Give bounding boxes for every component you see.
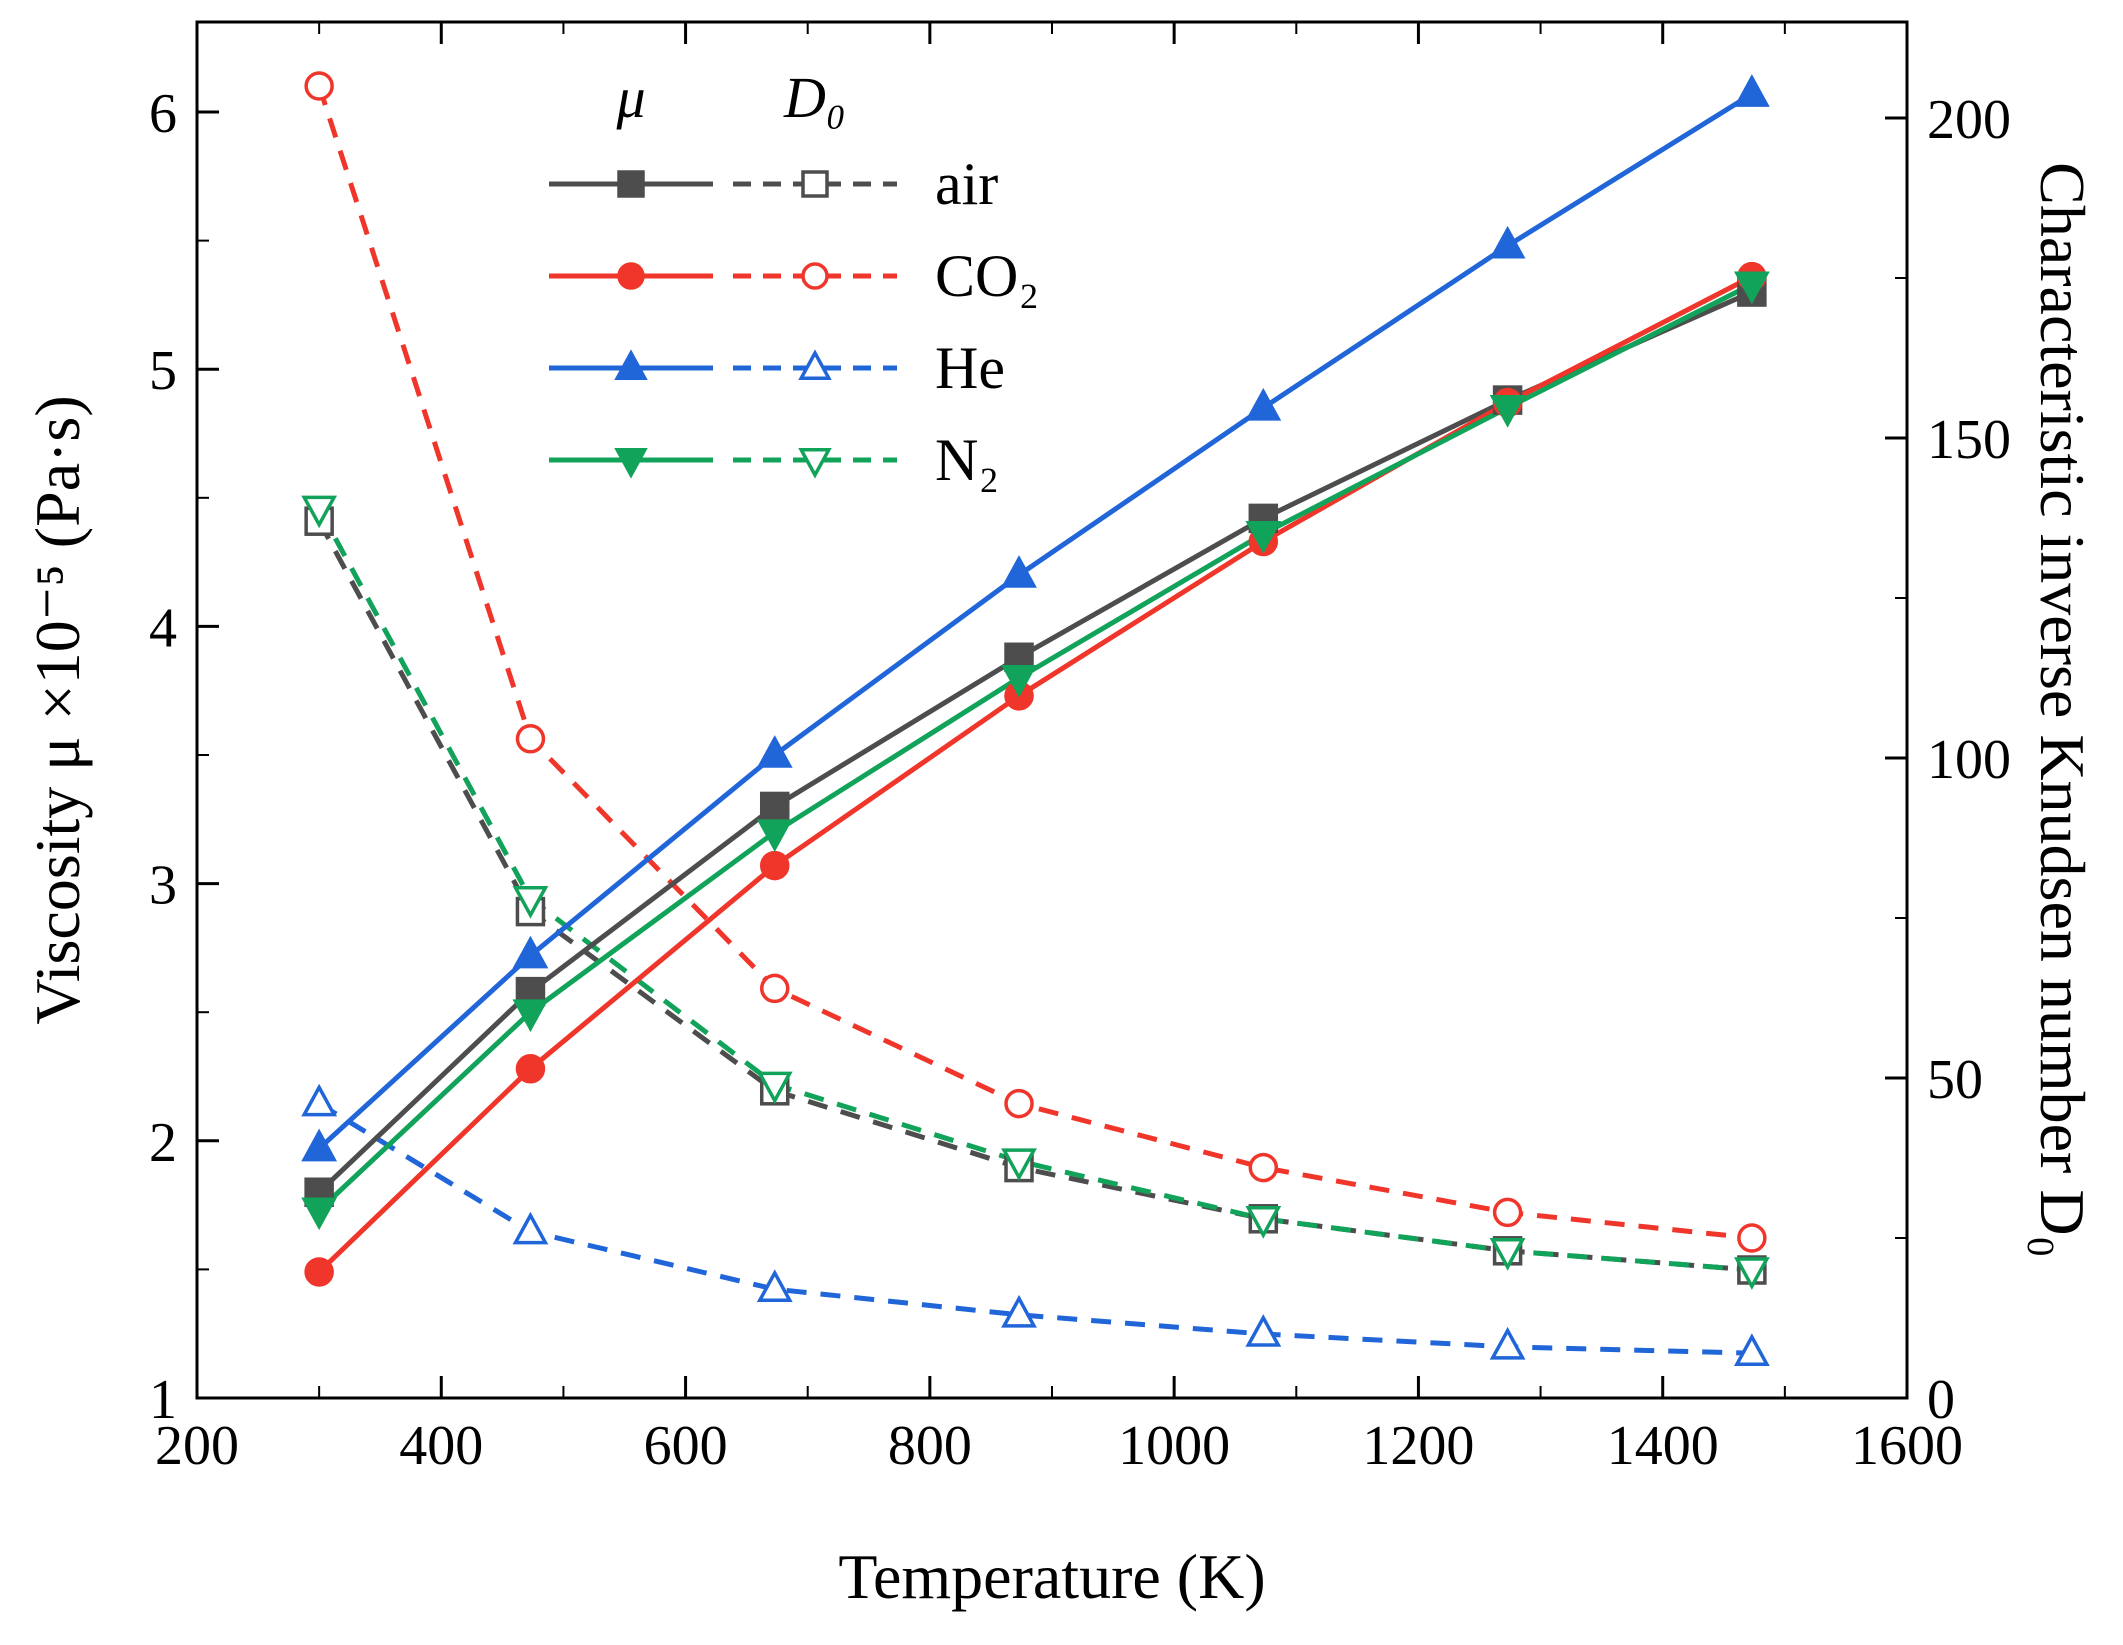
- marker-CO2-d0: [515, 724, 546, 754]
- marker-N2-mu: [756, 819, 793, 853]
- marker-He-mu: [1001, 555, 1037, 588]
- marker-He-mu: [1733, 74, 1770, 107]
- marker-N2-d0: [1245, 1206, 1282, 1239]
- marker-N2-mu: [1733, 271, 1770, 305]
- legend-d0-marker-air: [801, 170, 829, 198]
- marker-CO2-d0: [1004, 1088, 1034, 1119]
- y-right-tick-label: 0: [1927, 1369, 1955, 1431]
- marker-N2-d0: [301, 495, 338, 529]
- marker-N2-mu: [512, 999, 549, 1033]
- marker-N2-d0: [512, 886, 549, 919]
- x-tick-label: 600: [644, 1415, 728, 1477]
- y-left-axis-title: Viscosity μ ×10⁻⁵ (Pa·s): [22, 395, 93, 1025]
- legend-label-He: He: [935, 335, 1005, 401]
- x-tick-label: 800: [888, 1415, 972, 1477]
- legend-mu-marker-air: [617, 170, 645, 198]
- legend-row-CO2: CO₂: [545, 230, 1039, 322]
- y-right-tick-label: 200: [1927, 89, 2011, 151]
- marker-N2-d0: [756, 1071, 793, 1105]
- y-left-tick-label: 2: [149, 1112, 177, 1174]
- x-axis-title: Temperature (K): [838, 1541, 1266, 1612]
- marker-N2-mu: [1489, 394, 1526, 428]
- legend-sample-N2: [549, 448, 897, 479]
- legend-row-He: He: [545, 322, 1039, 414]
- legend-sample-CO2: [549, 262, 897, 290]
- marker-CO2-d0: [1737, 1223, 1767, 1253]
- legend-mu-marker-N2: [614, 448, 648, 479]
- marker-N2-mu: [301, 1197, 338, 1231]
- marker-air-mu: [759, 791, 790, 822]
- legend: μ D₀ air CO₂ He N₂: [545, 58, 1039, 506]
- plot-frame: [195, 20, 1909, 1400]
- marker-CO2-d0: [1492, 1197, 1523, 1228]
- legend-d0-marker-N2: [798, 448, 832, 479]
- legend-header: μ D₀: [545, 58, 1039, 138]
- legend-label-N2: N₂: [935, 427, 1000, 493]
- y-right-tick-label: 100: [1927, 729, 2011, 791]
- marker-He-d0: [301, 1083, 338, 1117]
- legend-mu-marker-CO2: [617, 262, 645, 290]
- marker-He-d0: [756, 1269, 793, 1302]
- marker-He-d0: [1489, 1326, 1526, 1360]
- marker-N2-mu: [1001, 665, 1037, 698]
- legend-sample-air: [549, 170, 897, 198]
- legend-label-CO2: CO₂: [935, 243, 1040, 309]
- y-left-tick-label: 3: [149, 855, 177, 917]
- y-left-tick-label: 6: [149, 83, 177, 145]
- legend-rows: air CO₂ He N₂: [545, 138, 1039, 506]
- legend-d0-marker-CO2: [801, 262, 829, 290]
- marker-CO2-d0: [759, 973, 790, 1004]
- marker-CO2-mu: [515, 1054, 546, 1084]
- marker-He-mu: [301, 1128, 338, 1162]
- legend-row-N2: N₂: [545, 414, 1039, 506]
- x-tick-label: 400: [399, 1415, 483, 1477]
- y-right-axis-title: Characteristic inverse Knudsen number D₀: [2027, 162, 2098, 1258]
- marker-He-d0: [512, 1211, 549, 1245]
- x-tick-label: 1000: [1118, 1415, 1230, 1477]
- x-tick-label: 1200: [1362, 1415, 1474, 1477]
- marker-He-mu: [756, 735, 793, 768]
- marker-He-d0: [1245, 1314, 1282, 1347]
- marker-N2-d0: [1489, 1238, 1526, 1271]
- x-tick-label: 1600: [1851, 1415, 1963, 1477]
- legend-label-air: air: [935, 151, 999, 217]
- x-tick-label: 1400: [1607, 1415, 1719, 1477]
- y-left-tick-label: 4: [149, 597, 177, 659]
- marker-N2-mu: [1245, 521, 1282, 554]
- marker-N2-d0: [1733, 1257, 1770, 1290]
- legend-mu-marker-He: [614, 349, 648, 380]
- marker-CO2-d0: [304, 71, 334, 101]
- legend-mu-header: μ: [616, 65, 646, 130]
- marker-N2-d0: [1001, 1148, 1037, 1182]
- legend-d0-marker-He: [798, 349, 832, 380]
- x-tick-label: 200: [155, 1415, 239, 1477]
- y-left-tick-label: 1: [149, 1369, 177, 1431]
- y-right-tick-label: 150: [1927, 409, 2011, 471]
- marker-He-d0: [1733, 1333, 1770, 1366]
- marker-CO2-mu: [304, 1257, 334, 1287]
- y-right-tick-label: 50: [1927, 1049, 1983, 1111]
- legend-row-air: air: [545, 138, 1039, 230]
- marker-He-mu: [512, 935, 549, 969]
- marker-He-mu: [1489, 225, 1526, 259]
- legend-sample-He: [549, 349, 897, 380]
- marker-He-mu: [1245, 387, 1282, 421]
- y-left-tick-label: 5: [149, 340, 177, 402]
- marker-CO2-mu: [759, 850, 790, 881]
- marker-CO2-d0: [1248, 1152, 1279, 1183]
- marker-He-d0: [1001, 1294, 1037, 1328]
- legend-d0-header: D₀: [783, 65, 847, 130]
